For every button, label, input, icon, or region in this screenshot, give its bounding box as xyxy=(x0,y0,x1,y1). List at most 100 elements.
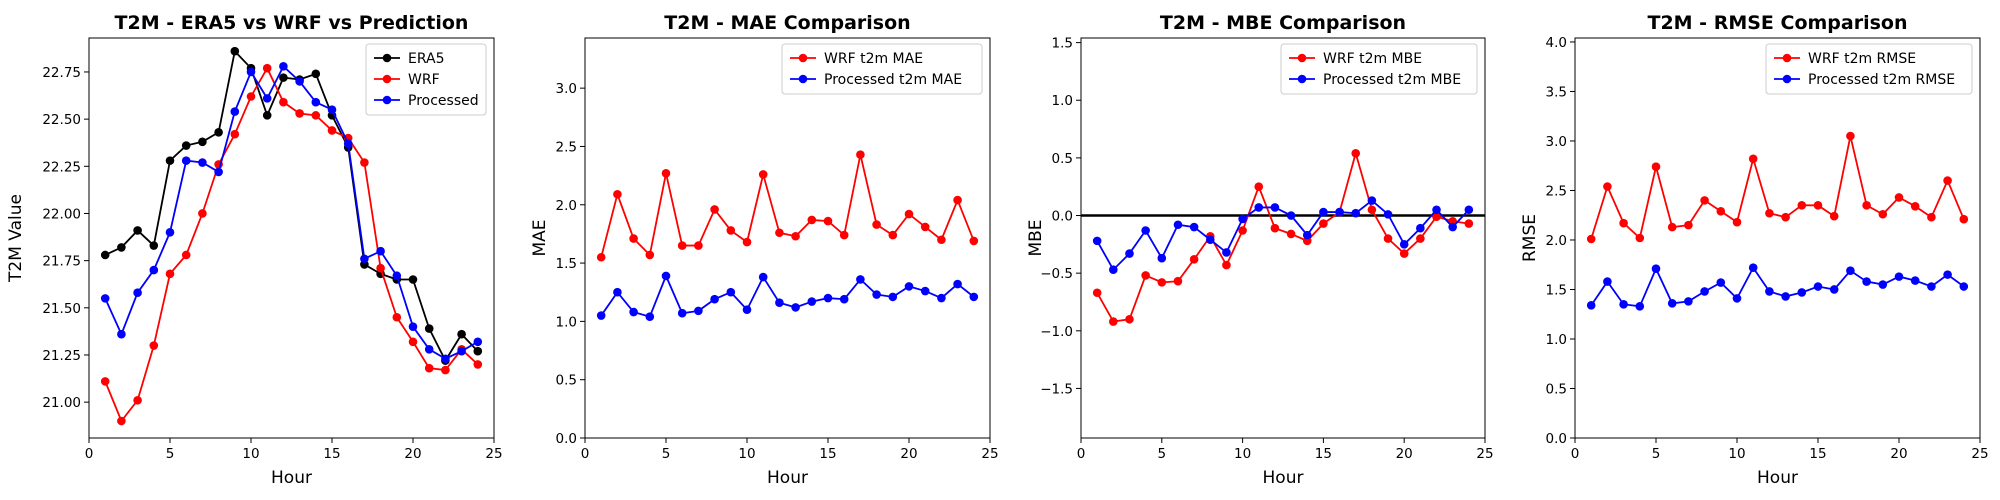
data-point-wrf-t2m-rmse xyxy=(1797,201,1807,210)
chart-title: T2M - MAE Comparison xyxy=(664,12,910,34)
data-point-wrf-t2m-rmse xyxy=(1846,131,1855,141)
data-point-processed-t2m-mae xyxy=(661,271,671,281)
data-point-wrf-t2m-mae xyxy=(856,150,865,159)
data-point-wrf-t2m-rmse xyxy=(1651,162,1661,172)
data-point-wrf xyxy=(246,92,256,101)
data-point-processed-t2m-mae xyxy=(742,305,752,315)
data-point-wrf-t2m-mae xyxy=(726,226,736,235)
data-point-processed-t2m-rmse xyxy=(1619,300,1628,309)
data-point-processed-t2m-rmse xyxy=(1603,277,1612,286)
data-point-wrf-t2m-mbe xyxy=(1254,182,1264,192)
y-tick-label: 3.0 xyxy=(1546,134,1567,150)
data-point-processed-t2m-rmse xyxy=(1943,270,1952,279)
x-axis-label: Hour xyxy=(1757,468,1798,488)
data-point-processed-t2m-mae xyxy=(856,275,865,284)
series-line-processed-t2m-mbe xyxy=(1096,199,1470,272)
data-point-processed-t2m-rmse xyxy=(1846,266,1855,275)
y-tick-label: 21.50 xyxy=(42,301,81,317)
x-tick-label: 10 xyxy=(242,446,259,462)
data-point-wrf-t2m-mae xyxy=(629,234,638,243)
legend-label: Processed xyxy=(408,93,479,109)
data-point-wrf-t2m-rmse xyxy=(1635,233,1645,243)
data-point-wrf xyxy=(181,250,191,260)
data-point-processed xyxy=(295,77,304,86)
data-point-processed-t2m-mbe xyxy=(1238,214,1247,224)
data-point-wrf xyxy=(441,365,450,375)
y-tick-label: 1.5 xyxy=(556,256,577,272)
data-point-wrf-t2m-rmse xyxy=(1910,202,1920,211)
data-point-wrf-t2m-mae xyxy=(839,230,849,240)
series-line-processed-t2m-rmse xyxy=(1590,265,1965,308)
data-point-processed-t2m-mae xyxy=(645,312,655,322)
data-point-processed-t2m-mbe xyxy=(1157,253,1167,263)
data-point-processed-t2m-rmse xyxy=(1927,282,1936,291)
data-point-wrf xyxy=(360,158,369,167)
panel-rmse-comparison: T2M - RMSE Comparison 0 5 10 15 20 25 0.0 0.5 1.0… xyxy=(1520,12,1989,488)
y-tick-label: −0.5 xyxy=(1040,266,1073,282)
x-tick-label: 15 xyxy=(819,446,836,462)
x-tick-label: 5 xyxy=(1158,446,1167,462)
y-tick-label: 21.25 xyxy=(42,348,81,364)
data-point-processed xyxy=(376,246,385,256)
data-point-processed-t2m-mae xyxy=(710,294,719,304)
x-tick-label: 20 xyxy=(1890,446,1907,462)
data-point-processed xyxy=(343,139,353,148)
chart-title: T2M - MBE Comparison xyxy=(1160,12,1406,34)
x-tick-label: 0 xyxy=(1077,446,1086,462)
data-point-wrf-t2m-mbe xyxy=(1173,276,1183,286)
data-point-processed-t2m-rmse xyxy=(1586,301,1596,310)
data-point-era5 xyxy=(262,111,272,120)
data-point-processed-t2m-mbe xyxy=(1383,210,1393,219)
data-point-era5 xyxy=(117,243,126,252)
y-tick-label: 4.0 xyxy=(1546,35,1567,51)
legend-marker-processed-t2m-rmse xyxy=(1782,74,1792,84)
data-point-wrf xyxy=(295,109,304,118)
data-point-wrf-t2m-mae xyxy=(775,228,784,238)
data-point-wrf-t2m-rmse xyxy=(1959,214,1969,224)
data-point-processed xyxy=(408,322,418,331)
axes-frame xyxy=(1574,37,1981,439)
data-point-processed-t2m-mbe xyxy=(1416,223,1425,233)
data-point-era5 xyxy=(100,250,110,260)
data-point-era5 xyxy=(214,128,223,137)
data-point-wrf-t2m-mbe xyxy=(1109,317,1118,326)
data-point-processed-t2m-mbe xyxy=(1302,230,1312,240)
data-point-processed xyxy=(441,354,450,364)
legend-label: WRF t2m MBE xyxy=(1323,51,1422,67)
data-point-processed-t2m-mbe xyxy=(1205,235,1215,245)
data-point-wrf-t2m-rmse xyxy=(1765,208,1774,218)
y-tick-label: 1.0 xyxy=(556,314,577,330)
data-point-processed-t2m-rmse xyxy=(1797,288,1807,297)
data-point-wrf-t2m-mbe xyxy=(1157,278,1167,287)
data-point-processed xyxy=(360,254,369,264)
legend-label: Processed t2m MBE xyxy=(1323,72,1461,88)
data-point-wrf-t2m-mbe xyxy=(1319,219,1328,228)
data-point-era5 xyxy=(279,73,288,82)
data-point-processed-t2m-mbe xyxy=(1125,249,1134,258)
data-point-wrf-t2m-mbe xyxy=(1125,314,1134,324)
data-point-wrf-t2m-rmse xyxy=(1927,212,1936,222)
series-line-era5 xyxy=(104,49,479,363)
legend-marker-processed xyxy=(382,95,392,105)
data-point-processed xyxy=(392,271,402,281)
data-point-era5 xyxy=(408,275,418,284)
data-point-wrf-t2m-mae xyxy=(904,209,914,219)
x-tick-label: 5 xyxy=(1652,446,1661,462)
series-line-wrf-t2m-rmse xyxy=(1590,135,1965,240)
axes-frame xyxy=(1080,37,1486,439)
data-point-wrf-t2m-rmse xyxy=(1716,206,1726,216)
data-point-processed-t2m-mae xyxy=(937,293,946,303)
data-point-processed-t2m-rmse xyxy=(1667,299,1677,308)
data-point-processed-t2m-rmse xyxy=(1878,280,1888,289)
data-point-era5 xyxy=(311,69,321,79)
data-point-wrf-t2m-mbe xyxy=(1189,255,1199,264)
data-point-wrf-t2m-mbe xyxy=(1238,226,1247,235)
data-point-processed-t2m-mbe xyxy=(1464,205,1474,215)
legend-marker-wrf-t2m-rmse xyxy=(1782,53,1792,63)
data-point-wrf xyxy=(149,341,159,350)
legend-marker-wrf-t2m-mbe xyxy=(1297,53,1307,63)
y-tick-label: 3.5 xyxy=(1546,84,1567,100)
legend-box xyxy=(365,43,487,116)
y-axis-label: RMSE xyxy=(1520,214,1540,262)
data-point-wrf-t2m-mbe xyxy=(1092,288,1102,298)
